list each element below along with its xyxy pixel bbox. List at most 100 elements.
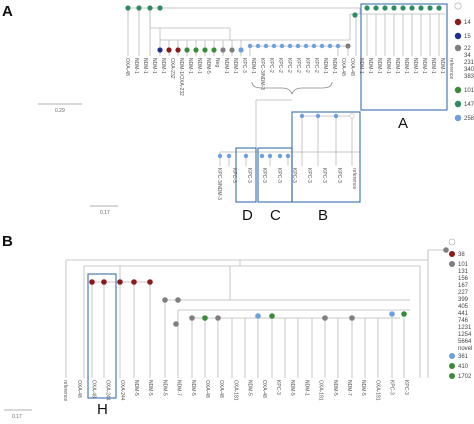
leaf-label: KPC-3 (403, 380, 409, 395)
box-d (235, 147, 257, 203)
node (175, 297, 181, 303)
legend-swatch (449, 373, 455, 379)
leaf-label: KPC-3 (276, 168, 282, 183)
node (229, 47, 235, 53)
node (101, 279, 107, 285)
leaf-label: NDM-1 (151, 58, 157, 74)
node (157, 5, 163, 11)
leaf-label: NDM-5 (161, 380, 167, 396)
leaf-label: NDM-1 (223, 58, 229, 74)
leaf-label: KPC-3 (321, 168, 327, 183)
panel-b-leaf-labels: reference OXA-48 OXA-48 OXA-244 OXA-244 NDM-5… (62, 380, 409, 401)
legend-label: 15 (464, 34, 471, 40)
scale-a-text: 0.29 (55, 108, 65, 114)
leaf-label: KPC-2 (295, 58, 301, 73)
box-c-letter: C (270, 207, 281, 224)
node (131, 279, 137, 285)
node (136, 5, 142, 11)
node (215, 315, 221, 321)
node (287, 43, 293, 49)
leaf-label: NDM-1 (331, 58, 337, 74)
legend-label: 101 (464, 88, 474, 94)
leaf-label: KPC-3 (246, 168, 252, 183)
box-b (291, 111, 361, 203)
legend-swatch (449, 251, 455, 257)
legend-label: 131 (458, 269, 469, 275)
node (401, 311, 407, 317)
node (382, 5, 388, 11)
leaf-label: OXA-48 (204, 380, 210, 398)
panel-b-letter: B (2, 233, 13, 250)
leaf-label: OXA-244 (105, 380, 111, 401)
node (220, 47, 226, 53)
node (303, 43, 309, 49)
panel-a-sub-nodes (217, 113, 355, 159)
box-h-letter: H (97, 401, 108, 418)
legend-label: 167 (458, 283, 469, 289)
legend-label: 156 (458, 276, 469, 282)
leaf-label: OXA-181 (232, 380, 238, 401)
leaf-label: KPC-3 (275, 380, 281, 395)
node (319, 43, 325, 49)
legend-label: 14 (464, 20, 471, 26)
box-a (360, 3, 448, 111)
node (226, 153, 232, 159)
panel-a-tree (127, 7, 445, 56)
leaf-label: Neg (214, 58, 220, 67)
legend-label: 1231 (458, 325, 472, 331)
legend-swatch (454, 114, 462, 122)
leaf-label: KPC-3 (261, 168, 267, 183)
panel-b-nodes (89, 247, 449, 327)
legend-swatch (448, 238, 456, 246)
leaf-label: NDM-1 (421, 58, 427, 74)
node (335, 43, 341, 49)
leaf-label: NDM-1 (412, 58, 418, 74)
leaf-label: OXA-48 (340, 58, 346, 76)
legend-label: 5664 (458, 339, 472, 345)
node (267, 153, 273, 159)
node (269, 313, 275, 319)
leaf-label: NDM-1 (196, 58, 202, 74)
leaf-label: NDM-5 (332, 380, 338, 396)
leaf-label: NDM-1 (376, 58, 382, 74)
legend-swatch (449, 363, 455, 369)
leaf-label: OXA-48 (124, 58, 130, 76)
legend-label: 258 (464, 116, 474, 122)
leaf-label: OXA-48 (76, 380, 82, 398)
leaf-label: KPC-3 (291, 168, 297, 183)
leaf-label: KPC-2 (268, 58, 274, 73)
node (352, 12, 358, 18)
box-d-letter: D (242, 207, 253, 224)
leaf-label: KPC-3/NDM-3 (216, 168, 222, 200)
leaf-label: NDM-1 (439, 58, 445, 74)
leaf-label: KPC-2 (286, 58, 292, 73)
leaf-label: NDM-7 (346, 380, 352, 396)
leaf-label: KPC-3 (336, 168, 342, 183)
leaf-label: OXA-48 (90, 380, 96, 398)
leaf-label: KPC-3 (231, 168, 237, 183)
node (427, 5, 433, 11)
leaf-label: NDM-5 (360, 380, 366, 396)
node (333, 113, 339, 119)
node (322, 315, 328, 321)
box-b-letter: B (318, 207, 328, 224)
legend-swatch (449, 353, 455, 359)
leaf-label: KPC-3 (306, 168, 312, 183)
node (255, 313, 261, 319)
leaf-label: KPC-3 (241, 58, 247, 73)
box-a-letter: A (398, 115, 408, 132)
legend-swatch (454, 32, 462, 40)
node (166, 47, 172, 53)
panel-a-sub-labels: KPC-3/NDM-3 KPC-3 KPC-3 KPC-3 KPC-3 KPC-3 KPC-… (216, 168, 357, 200)
leaf-label: NDM-5 (147, 380, 153, 396)
node (299, 113, 305, 119)
legend-swatch (454, 18, 462, 26)
leaf-label: NDM-5 (247, 380, 253, 396)
leaf-label: KPC-2 (313, 58, 319, 73)
legend-label: 746 (458, 318, 469, 324)
node (202, 315, 208, 321)
panel-a-letter: A (2, 3, 13, 20)
leaf-label: NDM-1 (430, 58, 436, 74)
node (315, 113, 321, 119)
